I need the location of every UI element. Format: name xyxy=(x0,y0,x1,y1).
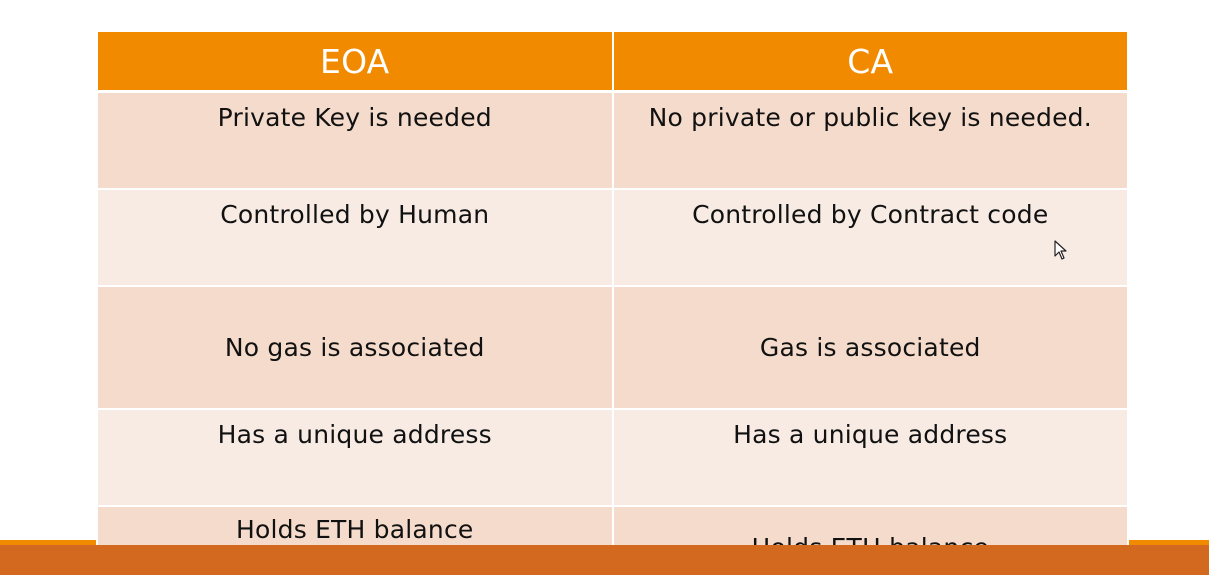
cell-eoa: Controlled by Human xyxy=(96,188,614,286)
table-row: No gas is associated Gas is associated xyxy=(96,285,1129,409)
cell-ca: No private or public key is needed. xyxy=(611,90,1129,189)
cell-ca: Has a unique address xyxy=(611,408,1129,506)
cell-eoa: Has a unique address xyxy=(96,408,614,506)
cell-ca: Controlled by Contract code xyxy=(611,188,1129,286)
comparison-table: EOA CA Private Key is needed No private … xyxy=(96,32,1129,575)
table-row: Controlled by Human Controlled by Contra… xyxy=(96,188,1129,286)
table-row: Private Key is needed No private or publ… xyxy=(96,90,1129,189)
bottom-band xyxy=(0,545,1209,575)
table-header-row: EOA CA xyxy=(96,32,1129,93)
table-row: Has a unique address Has a unique addres… xyxy=(96,408,1129,506)
mouse-pointer-icon xyxy=(1054,240,1067,260)
bottom-accent-line-left xyxy=(0,540,96,545)
cell-ca: Gas is associated xyxy=(611,285,1129,409)
comparison-table-wrapper: EOA CA Private Key is needed No private … xyxy=(96,32,1129,575)
cell-eoa: Private Key is needed xyxy=(96,90,614,189)
cell-eoa: Holds ETH balance xyxy=(96,505,614,575)
header-eoa: EOA xyxy=(96,32,614,93)
cell-eoa: No gas is associated xyxy=(96,285,614,409)
bottom-accent-line-right xyxy=(1129,540,1209,545)
header-ca: CA xyxy=(611,32,1129,93)
